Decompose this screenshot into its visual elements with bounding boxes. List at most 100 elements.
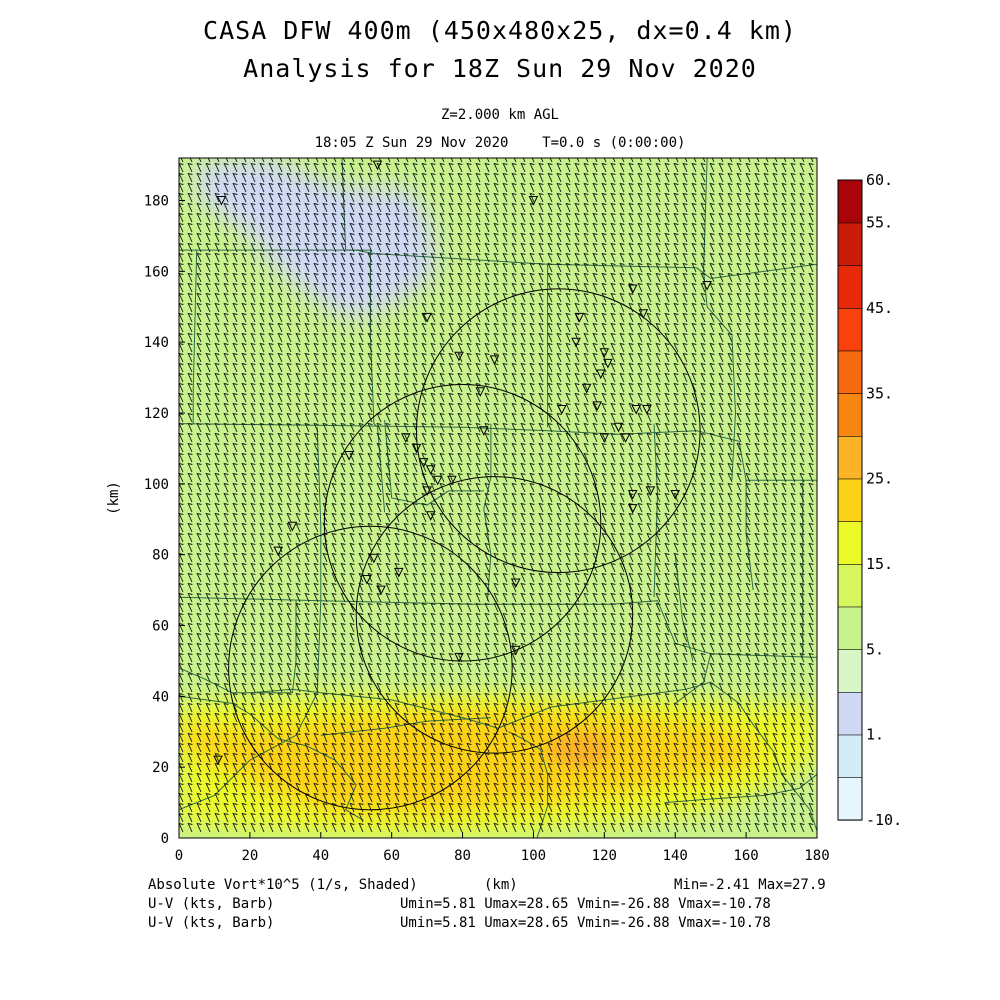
wind-barb [259, 462, 265, 473]
wind-barb [520, 192, 526, 203]
wind-barb [196, 792, 202, 803]
wind-barb [313, 202, 319, 213]
wind-barb [745, 642, 751, 653]
wind-barb [790, 722, 796, 733]
wind-barb [619, 272, 625, 283]
wind-barb [520, 272, 526, 283]
wind-barb [799, 412, 805, 423]
wind-barb [313, 762, 319, 773]
wind-barb [205, 812, 211, 823]
wind-barb [277, 792, 283, 803]
wind-barb [304, 572, 310, 583]
wind-barb [412, 812, 418, 823]
wind-barb [754, 562, 760, 573]
wind-barb [610, 212, 616, 223]
wind-barb [376, 402, 382, 413]
wind-barb [448, 562, 454, 573]
wind-barb [664, 672, 670, 683]
wind-barb [322, 222, 328, 233]
wind-barb [547, 552, 553, 563]
wind-barb [655, 212, 661, 223]
wind-barb [765, 158, 769, 163]
wind-barb [448, 642, 454, 653]
wind-barb [754, 382, 760, 393]
wind-barb [241, 632, 247, 643]
wind-barb [592, 372, 598, 383]
wind-barb [781, 172, 787, 183]
wind-barb [637, 672, 643, 683]
wind-barb [583, 422, 589, 433]
wind-barb [556, 632, 562, 643]
wind-barb [763, 562, 769, 573]
wind-barb [556, 492, 562, 503]
wind-barb [547, 332, 553, 343]
wind-barb [223, 432, 229, 443]
wind-barb [574, 782, 580, 793]
wind-barb [592, 672, 598, 683]
wind-barb [475, 242, 481, 253]
wind-barb [736, 302, 742, 313]
wind-barb [205, 202, 211, 213]
wind-barb [601, 472, 607, 483]
wind-barb [232, 182, 238, 193]
wind-barb [799, 302, 805, 313]
wind-barb [448, 802, 454, 813]
wind-barb [682, 422, 688, 433]
wind-barb [250, 372, 256, 383]
wind-barb [250, 242, 256, 253]
wind-barb [286, 262, 292, 273]
wind-barb [367, 332, 373, 343]
wind-barb [439, 762, 445, 773]
wind-barb [340, 682, 346, 693]
wind-barb [340, 272, 346, 283]
colorbar-frame [837, 179, 863, 821]
wind-barb [565, 382, 571, 393]
wind-barb [673, 712, 679, 723]
wind-barb [529, 742, 535, 753]
wind-barb [250, 532, 256, 543]
wind-barb [727, 792, 733, 803]
axes: 0 20 40 60 80 100 120 140 160 1800204060801001201… [106, 194, 830, 865]
wind-barb [592, 252, 598, 263]
wind-barb [430, 422, 436, 433]
wind-barb [790, 432, 796, 443]
wind-barb [574, 422, 580, 433]
wind-barb [502, 762, 508, 773]
wind-barb [214, 362, 220, 373]
wind-barb [682, 412, 688, 423]
wind-barb [259, 772, 265, 783]
wind-barb [637, 792, 643, 803]
wind-barb [637, 762, 643, 773]
wind-barb [727, 312, 733, 323]
wind-barb [376, 642, 382, 653]
wind-barb [475, 652, 481, 663]
wind-barb [565, 722, 571, 733]
wind-barb [502, 512, 508, 523]
wind-barb [664, 822, 670, 833]
wind-barb [376, 652, 382, 663]
wind-barb [682, 222, 688, 233]
wind-barb [394, 722, 400, 733]
wind-barb [538, 232, 544, 243]
wind-barb [772, 232, 778, 243]
wind-barb [529, 522, 535, 533]
wind-barb [205, 702, 211, 713]
wind-barb [430, 342, 436, 353]
wind-barb [322, 792, 328, 803]
wind-barb [547, 482, 553, 493]
wind-barb [682, 772, 688, 783]
wind-barb [250, 222, 256, 233]
wind-barb [700, 422, 706, 433]
wind-barb [394, 632, 400, 643]
wind-barb [691, 602, 697, 613]
wind-barb [646, 622, 652, 633]
wind-barb [592, 572, 598, 583]
wind-barb [484, 562, 490, 573]
wind-barb [781, 412, 787, 423]
colorbar-bin [837, 734, 863, 778]
wind-barb [340, 792, 346, 803]
wind-barb [268, 332, 274, 343]
wind-barb [232, 582, 238, 593]
wind-barb [367, 432, 373, 443]
wind-barb [378, 158, 382, 163]
